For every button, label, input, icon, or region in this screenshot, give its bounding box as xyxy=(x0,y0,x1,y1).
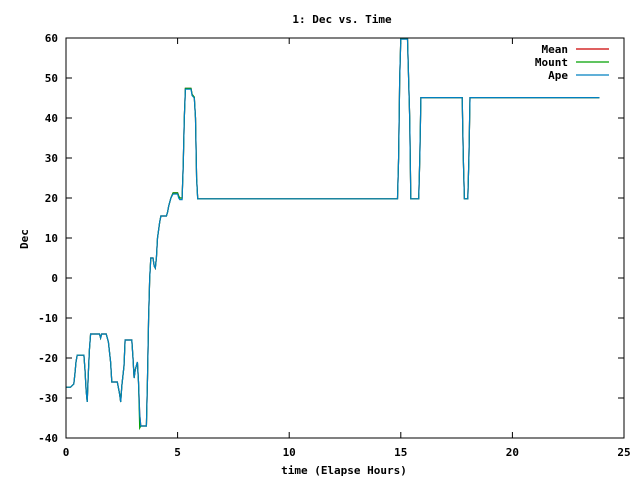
x-tick-label: 5 xyxy=(174,446,181,459)
x-tick-label: 0 xyxy=(63,446,70,459)
series-line-ape xyxy=(66,38,600,427)
x-axis-label: time (Elapse Hours) xyxy=(281,464,407,477)
chart-title: 1: Dec vs. Time xyxy=(292,13,392,26)
y-tick-label: 20 xyxy=(45,192,58,205)
y-tick-label: 0 xyxy=(51,272,58,285)
legend-label: Mount xyxy=(535,56,568,69)
y-tick-label: 60 xyxy=(45,32,58,45)
y-tick-label: 10 xyxy=(45,232,58,245)
axis-ticks: 0 5 10 15 20 25 -40 -30 -20 -10 0 10 20 30 40 50 60 xyxy=(38,32,631,459)
y-axis-label: Dec xyxy=(18,229,31,249)
plot-area xyxy=(66,37,600,431)
y-tick-label: -10 xyxy=(38,312,58,325)
x-tick-label: 15 xyxy=(394,446,407,459)
x-tick-label: 20 xyxy=(506,446,519,459)
y-tick-label: 40 xyxy=(45,112,58,125)
y-tick-label: 30 xyxy=(45,152,58,165)
y-tick-label: -30 xyxy=(38,392,58,405)
legend-label: Mean xyxy=(542,43,569,56)
y-tick-label: -20 xyxy=(38,352,58,365)
legend-label: Ape xyxy=(548,69,568,82)
y-tick-label: 50 xyxy=(45,72,58,85)
y-tick-label: -40 xyxy=(38,432,58,445)
plot-frame xyxy=(65,37,625,439)
series-line-mount xyxy=(66,37,600,431)
series-line-mean xyxy=(66,37,600,427)
x-tick-label: 25 xyxy=(617,446,630,459)
x-tick-label: 10 xyxy=(283,446,296,459)
